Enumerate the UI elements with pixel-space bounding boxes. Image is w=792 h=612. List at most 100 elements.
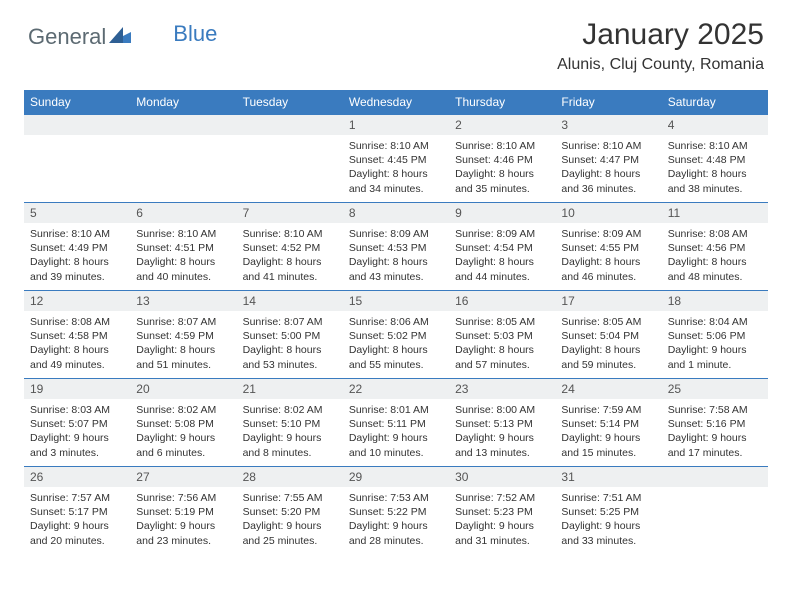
day-cell: 28Sunrise: 7:55 AMSunset: 5:20 PMDayligh… [237, 467, 343, 555]
week-row: 19Sunrise: 8:03 AMSunset: 5:07 PMDayligh… [24, 379, 768, 467]
day-info: Sunrise: 7:52 AMSunset: 5:23 PMDaylight:… [449, 487, 555, 554]
day-number: 22 [343, 379, 449, 399]
day-cell: 22Sunrise: 8:01 AMSunset: 5:11 PMDayligh… [343, 379, 449, 467]
day-number: 24 [555, 379, 661, 399]
day-number [662, 467, 768, 487]
logo-text-blue: Blue [173, 21, 217, 47]
dow-cell: Tuesday [237, 90, 343, 115]
day-cell: 9Sunrise: 8:09 AMSunset: 4:54 PMDaylight… [449, 203, 555, 291]
calendar-table: SundayMondayTuesdayWednesdayThursdayFrid… [24, 90, 768, 555]
day-cell: 24Sunrise: 7:59 AMSunset: 5:14 PMDayligh… [555, 379, 661, 467]
day-number: 26 [24, 467, 130, 487]
day-number: 15 [343, 291, 449, 311]
day-info: Sunrise: 7:59 AMSunset: 5:14 PMDaylight:… [555, 399, 661, 466]
day-number: 11 [662, 203, 768, 223]
day-info: Sunrise: 8:01 AMSunset: 5:11 PMDaylight:… [343, 399, 449, 466]
day-number: 1 [343, 115, 449, 135]
header: General Blue January 2025 Alunis, Cluj C… [0, 0, 792, 82]
day-info: Sunrise: 8:09 AMSunset: 4:54 PMDaylight:… [449, 223, 555, 290]
day-info: Sunrise: 8:08 AMSunset: 4:56 PMDaylight:… [662, 223, 768, 290]
dow-cell: Friday [555, 90, 661, 115]
dow-cell: Wednesday [343, 90, 449, 115]
day-cell: 19Sunrise: 8:03 AMSunset: 5:07 PMDayligh… [24, 379, 130, 467]
day-info: Sunrise: 8:06 AMSunset: 5:02 PMDaylight:… [343, 311, 449, 378]
day-cell: 26Sunrise: 7:57 AMSunset: 5:17 PMDayligh… [24, 467, 130, 555]
day-info: Sunrise: 8:10 AMSunset: 4:47 PMDaylight:… [555, 135, 661, 202]
day-cell [24, 115, 130, 203]
day-info: Sunrise: 8:05 AMSunset: 5:04 PMDaylight:… [555, 311, 661, 378]
day-info: Sunrise: 8:10 AMSunset: 4:45 PMDaylight:… [343, 135, 449, 202]
dow-cell: Monday [130, 90, 236, 115]
day-info: Sunrise: 8:03 AMSunset: 5:07 PMDaylight:… [24, 399, 130, 466]
day-cell: 3Sunrise: 8:10 AMSunset: 4:47 PMDaylight… [555, 115, 661, 203]
day-number: 10 [555, 203, 661, 223]
day-number [237, 115, 343, 135]
day-number: 25 [662, 379, 768, 399]
day-info: Sunrise: 8:05 AMSunset: 5:03 PMDaylight:… [449, 311, 555, 378]
day-cell: 23Sunrise: 8:00 AMSunset: 5:13 PMDayligh… [449, 379, 555, 467]
day-cell: 13Sunrise: 8:07 AMSunset: 4:59 PMDayligh… [130, 291, 236, 379]
day-cell: 8Sunrise: 8:09 AMSunset: 4:53 PMDaylight… [343, 203, 449, 291]
day-info: Sunrise: 8:08 AMSunset: 4:58 PMDaylight:… [24, 311, 130, 378]
day-number: 8 [343, 203, 449, 223]
day-number: 7 [237, 203, 343, 223]
day-number: 27 [130, 467, 236, 487]
day-info: Sunrise: 7:53 AMSunset: 5:22 PMDaylight:… [343, 487, 449, 554]
day-cell [237, 115, 343, 203]
day-of-week-row: SundayMondayTuesdayWednesdayThursdayFrid… [24, 90, 768, 115]
day-cell: 11Sunrise: 8:08 AMSunset: 4:56 PMDayligh… [662, 203, 768, 291]
day-info: Sunrise: 7:51 AMSunset: 5:25 PMDaylight:… [555, 487, 661, 554]
day-cell: 1Sunrise: 8:10 AMSunset: 4:45 PMDaylight… [343, 115, 449, 203]
day-number: 9 [449, 203, 555, 223]
day-info: Sunrise: 8:10 AMSunset: 4:52 PMDaylight:… [237, 223, 343, 290]
page-title: January 2025 [557, 18, 764, 52]
day-number: 28 [237, 467, 343, 487]
day-info: Sunrise: 7:57 AMSunset: 5:17 PMDaylight:… [24, 487, 130, 554]
day-cell: 18Sunrise: 8:04 AMSunset: 5:06 PMDayligh… [662, 291, 768, 379]
day-number: 6 [130, 203, 236, 223]
day-cell: 6Sunrise: 8:10 AMSunset: 4:51 PMDaylight… [130, 203, 236, 291]
week-row: 5Sunrise: 8:10 AMSunset: 4:49 PMDaylight… [24, 203, 768, 291]
day-number: 19 [24, 379, 130, 399]
day-info: Sunrise: 7:56 AMSunset: 5:19 PMDaylight:… [130, 487, 236, 554]
day-number: 14 [237, 291, 343, 311]
day-number: 13 [130, 291, 236, 311]
day-cell: 20Sunrise: 8:02 AMSunset: 5:08 PMDayligh… [130, 379, 236, 467]
day-number [24, 115, 130, 135]
day-number: 16 [449, 291, 555, 311]
week-row: 1Sunrise: 8:10 AMSunset: 4:45 PMDaylight… [24, 115, 768, 203]
day-info: Sunrise: 8:09 AMSunset: 4:55 PMDaylight:… [555, 223, 661, 290]
day-number: 12 [24, 291, 130, 311]
day-number: 17 [555, 291, 661, 311]
logo-mark-icon [109, 27, 131, 48]
dow-cell: Sunday [24, 90, 130, 115]
day-number: 5 [24, 203, 130, 223]
day-cell: 14Sunrise: 8:07 AMSunset: 5:00 PMDayligh… [237, 291, 343, 379]
location-text: Alunis, Cluj County, Romania [557, 56, 764, 74]
day-cell: 30Sunrise: 7:52 AMSunset: 5:23 PMDayligh… [449, 467, 555, 555]
dow-cell: Saturday [662, 90, 768, 115]
title-block: January 2025 Alunis, Cluj County, Romani… [557, 18, 764, 74]
day-number: 3 [555, 115, 661, 135]
day-info: Sunrise: 8:10 AMSunset: 4:51 PMDaylight:… [130, 223, 236, 290]
day-cell: 5Sunrise: 8:10 AMSunset: 4:49 PMDaylight… [24, 203, 130, 291]
day-info: Sunrise: 8:00 AMSunset: 5:13 PMDaylight:… [449, 399, 555, 466]
day-cell: 16Sunrise: 8:05 AMSunset: 5:03 PMDayligh… [449, 291, 555, 379]
day-cell: 7Sunrise: 8:10 AMSunset: 4:52 PMDaylight… [237, 203, 343, 291]
day-info: Sunrise: 8:10 AMSunset: 4:46 PMDaylight:… [449, 135, 555, 202]
day-number: 30 [449, 467, 555, 487]
day-cell [662, 467, 768, 555]
day-info: Sunrise: 8:09 AMSunset: 4:53 PMDaylight:… [343, 223, 449, 290]
dow-cell: Thursday [449, 90, 555, 115]
day-number: 23 [449, 379, 555, 399]
day-cell: 21Sunrise: 8:02 AMSunset: 5:10 PMDayligh… [237, 379, 343, 467]
day-cell: 25Sunrise: 7:58 AMSunset: 5:16 PMDayligh… [662, 379, 768, 467]
day-info: Sunrise: 8:10 AMSunset: 4:48 PMDaylight:… [662, 135, 768, 202]
day-info: Sunrise: 7:55 AMSunset: 5:20 PMDaylight:… [237, 487, 343, 554]
day-number: 18 [662, 291, 768, 311]
logo: General Blue [28, 18, 217, 50]
day-cell [130, 115, 236, 203]
day-cell: 12Sunrise: 8:08 AMSunset: 4:58 PMDayligh… [24, 291, 130, 379]
day-cell: 2Sunrise: 8:10 AMSunset: 4:46 PMDaylight… [449, 115, 555, 203]
week-row: 12Sunrise: 8:08 AMSunset: 4:58 PMDayligh… [24, 291, 768, 379]
